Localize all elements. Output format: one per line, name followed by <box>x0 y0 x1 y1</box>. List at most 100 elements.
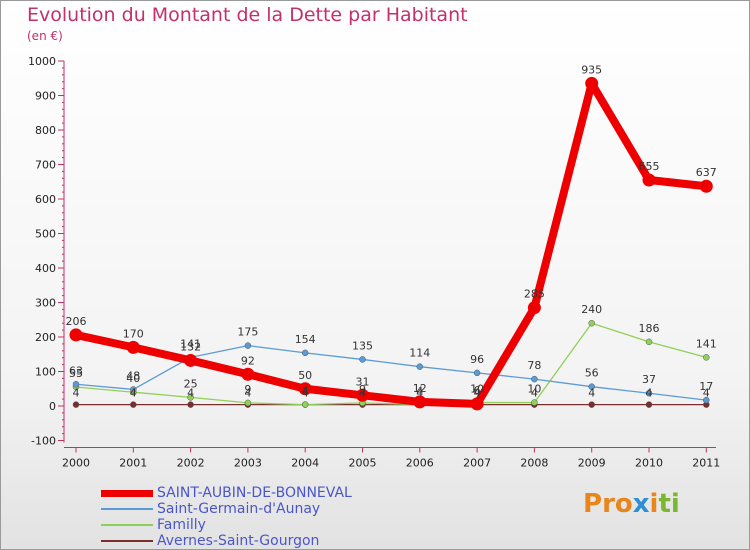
data-point <box>473 369 481 377</box>
x-tick-label: 2010 <box>635 457 663 470</box>
y-tick-label: 600 <box>35 193 56 206</box>
data-label: 132 <box>180 340 201 353</box>
data-point <box>470 397 484 411</box>
logo-letter: x <box>632 489 650 519</box>
data-point <box>130 401 137 408</box>
legend-label: Avernes-Saint-Gourgon <box>157 533 320 549</box>
logo-letter: i <box>670 489 680 519</box>
data-point <box>588 401 595 408</box>
data-point <box>416 363 424 370</box>
data-point <box>187 401 194 408</box>
legend-item: Avernes-Saint-Gourgon <box>101 533 352 549</box>
chart-subtitle: (en €) <box>27 29 63 43</box>
data-point <box>244 342 252 349</box>
legend-swatch <box>101 540 153 542</box>
legend-label: Saint-Germain-d'Aunay <box>157 501 321 517</box>
data-label: 4 <box>531 387 538 400</box>
data-label: 285 <box>524 288 545 301</box>
y-tick-label: 400 <box>35 262 56 275</box>
legend-label: SAINT-AUBIN-DE-BONNEVAL <box>157 485 352 501</box>
data-label: 96 <box>470 353 484 366</box>
data-label: 4 <box>359 387 366 400</box>
y-tick-label: 700 <box>35 159 56 172</box>
x-tick-label: 2001 <box>119 457 147 470</box>
data-label: 4 <box>474 387 481 400</box>
proxiti-logo: Proxiti <box>583 489 680 519</box>
data-point <box>241 367 255 381</box>
data-point <box>72 381 80 388</box>
data-point <box>703 396 710 404</box>
data-label: 4 <box>646 387 653 400</box>
data-label: 31 <box>356 375 370 388</box>
data-point <box>699 179 713 193</box>
legend-item: Familly <box>101 517 352 533</box>
logo-letter: r <box>602 489 615 519</box>
legend-item: Saint-Germain-d'Aunay <box>101 501 352 517</box>
data-label: 186 <box>639 322 660 335</box>
data-label: 141 <box>180 337 201 350</box>
data-point <box>645 389 653 397</box>
data-point <box>301 349 309 357</box>
data-label: 175 <box>237 326 258 339</box>
data-point <box>588 319 595 327</box>
data-point <box>703 354 710 361</box>
y-tick-label: 500 <box>35 228 56 241</box>
data-label: 10 <box>470 383 484 396</box>
data-label: 4 <box>187 387 194 400</box>
x-tick-label: 2009 <box>578 457 606 470</box>
logo-letter: o <box>614 489 633 519</box>
legend-swatch <box>101 508 153 510</box>
data-point <box>645 401 653 408</box>
data-point <box>642 173 656 187</box>
data-label: 4 <box>302 387 309 400</box>
data-point <box>645 338 653 346</box>
data-label: 114 <box>409 347 430 360</box>
data-point <box>69 328 83 342</box>
logo-letter: i <box>649 489 659 519</box>
legend-label: Familly <box>157 517 206 533</box>
data-label: 240 <box>581 303 602 316</box>
data-label: 6 <box>474 384 481 397</box>
x-tick-label: 2003 <box>234 457 262 470</box>
y-tick-label: 800 <box>35 124 56 137</box>
data-label: 4 <box>588 387 595 400</box>
data-label: 10 <box>527 383 541 396</box>
data-point <box>359 356 366 363</box>
data-label: 25 <box>184 377 198 390</box>
data-label: 4 <box>416 385 423 398</box>
data-point <box>130 386 137 393</box>
data-label: 655 <box>639 160 660 173</box>
data-point <box>301 401 309 408</box>
x-tick-label: 2005 <box>349 457 377 470</box>
data-label: 206 <box>66 315 87 328</box>
data-label: 92 <box>241 354 255 367</box>
y-tick-label: 1000 <box>28 55 56 68</box>
data-point <box>531 375 538 383</box>
data-label: 78 <box>527 359 541 372</box>
data-point <box>244 399 252 407</box>
data-point <box>184 353 198 367</box>
data-label: 9 <box>359 383 366 396</box>
x-tick-label: 2006 <box>406 457 434 470</box>
data-point <box>126 340 140 354</box>
data-label: 4 <box>302 385 309 398</box>
data-point <box>72 401 80 408</box>
data-label: 56 <box>585 367 599 380</box>
legend-swatch <box>101 524 153 526</box>
legend-swatch <box>101 489 153 497</box>
data-point <box>356 388 369 402</box>
data-label: 63 <box>69 364 83 377</box>
y-tick-label: -100 <box>31 435 56 448</box>
y-tick-label: 100 <box>35 366 56 379</box>
y-tick-label: 300 <box>35 297 56 310</box>
y-tick-label: 900 <box>35 90 56 103</box>
data-label: 50 <box>298 369 312 382</box>
legend-item: SAINT-AUBIN-DE-BONNEVAL <box>101 485 352 501</box>
data-label: 135 <box>352 339 373 352</box>
data-label: 9 <box>244 383 251 396</box>
data-point <box>527 301 541 315</box>
x-tick-label: 2007 <box>463 457 491 470</box>
data-label: 40 <box>126 372 140 385</box>
data-label: 637 <box>696 166 717 179</box>
